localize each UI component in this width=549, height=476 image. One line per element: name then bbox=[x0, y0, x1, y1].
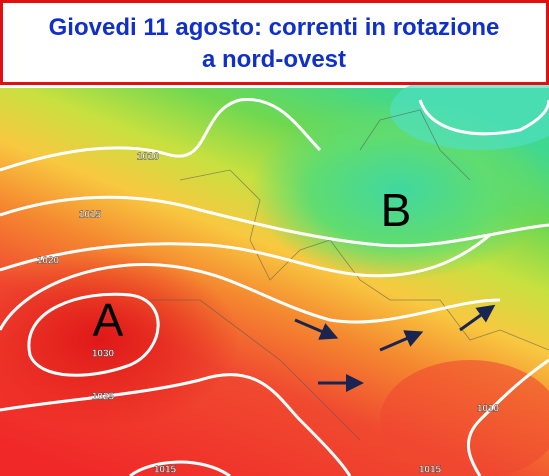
isobar bbox=[0, 262, 501, 331]
isobar bbox=[466, 358, 549, 476]
isobar-label: 1020 bbox=[37, 256, 60, 267]
isobar bbox=[0, 98, 322, 172]
isobar-label: 1015 bbox=[154, 465, 177, 476]
isobar bbox=[27, 292, 160, 377]
high-area bbox=[380, 360, 549, 476]
isobar-label: 1010 bbox=[137, 152, 160, 163]
isobar-label: 1015 bbox=[419, 465, 442, 476]
isobar bbox=[129, 460, 231, 476]
isobar-label: 1030 bbox=[92, 349, 115, 360]
isobar bbox=[0, 233, 491, 278]
header: Giovedi 11 agosto: correnti in rotazione… bbox=[0, 0, 549, 85]
high-pressure-label: A bbox=[93, 294, 124, 346]
wind-arrow bbox=[459, 304, 496, 332]
isobar-label: 1015 bbox=[79, 210, 102, 221]
title-box bbox=[0, 0, 549, 85]
map: A B 1010 1015 1020 1030 1025 1010 1015 1… bbox=[0, 70, 549, 476]
isobar-label: 1010 bbox=[477, 404, 500, 415]
wind-arrow bbox=[379, 330, 424, 352]
low-pressure-label: B bbox=[381, 184, 412, 236]
isobar bbox=[418, 99, 549, 136]
isobar bbox=[0, 195, 549, 248]
wind-arrow bbox=[294, 318, 339, 340]
isobar-label: 1025 bbox=[92, 392, 115, 403]
isobar bbox=[0, 373, 352, 476]
title-line: a nord-ovest bbox=[202, 46, 346, 73]
title-line: Giovedi 11 agosto: correnti in rotazione bbox=[49, 14, 500, 41]
